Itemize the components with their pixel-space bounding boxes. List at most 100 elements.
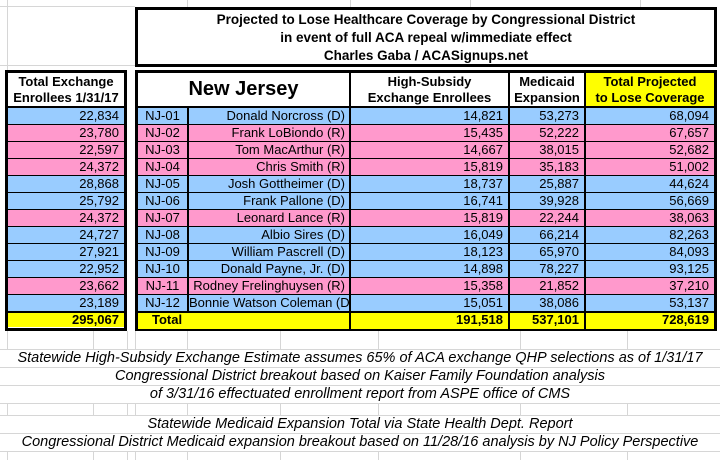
- district-cell[interactable]: NJ-09: [138, 244, 189, 261]
- high-subsidy-header-cell[interactable]: High-Subsidy Exchange Enrollees: [351, 73, 510, 108]
- exchange-enrollees-cell[interactable]: 23,189: [8, 295, 124, 312]
- high-subsidy-cell[interactable]: 14,821: [351, 108, 510, 125]
- medicaid-cell[interactable]: 35,183: [510, 159, 586, 176]
- representative-cell[interactable]: Donald Payne, Jr. (D): [189, 261, 351, 278]
- district-cell[interactable]: NJ-05: [138, 176, 189, 193]
- representative-cell[interactable]: Tom MacArthur (R): [189, 142, 351, 159]
- representative-cell[interactable]: Leonard Lance (R): [189, 210, 351, 227]
- total-coverage-cell[interactable]: 51,002: [586, 159, 714, 176]
- high-subsidy-cell[interactable]: 15,819: [351, 159, 510, 176]
- total-high-subsidy-cell[interactable]: 191,518: [351, 313, 510, 329]
- total-coverage-cell[interactable]: 84,093: [586, 244, 714, 261]
- total-medicaid-cell[interactable]: 537,101: [510, 313, 586, 329]
- representative-cell[interactable]: Donald Norcross (D): [189, 108, 351, 125]
- exchange-enrollees-cell[interactable]: 28,868: [8, 176, 124, 193]
- total-coverage-cell[interactable]: 38,063: [586, 210, 714, 227]
- total-coverage-cell[interactable]: 52,682: [586, 142, 714, 159]
- medicaid-cell[interactable]: 65,970: [510, 244, 586, 261]
- medicaid-header-cell[interactable]: Medicaid Expansion: [510, 73, 586, 108]
- state-header-cell[interactable]: New Jersey: [138, 73, 351, 108]
- district-cell[interactable]: NJ-07: [138, 210, 189, 227]
- district-cell[interactable]: NJ-01: [138, 108, 189, 125]
- district-cell[interactable]: NJ-02: [138, 125, 189, 142]
- exchange-enrollees-cell[interactable]: 22,834: [8, 108, 124, 125]
- representative-cell[interactable]: Josh Gottheimer (D): [189, 176, 351, 193]
- medicaid-cell[interactable]: 39,928: [510, 193, 586, 210]
- high-subsidy-cell[interactable]: 16,049: [351, 227, 510, 244]
- gridline: [0, 6, 135, 7]
- high-subsidy-cell[interactable]: 15,435: [351, 125, 510, 142]
- district-cell[interactable]: NJ-11: [138, 278, 189, 295]
- medicaid-cell[interactable]: 21,852: [510, 278, 586, 295]
- exchange-enrollees-cell[interactable]: 24,372: [8, 210, 124, 227]
- representative-cell[interactable]: Bonnie Watson Coleman (D): [189, 295, 351, 312]
- medicaid-cell[interactable]: 66,214: [510, 227, 586, 244]
- total-coverage-cell[interactable]: 68,094: [586, 108, 714, 125]
- exchange-enrollees-cell[interactable]: 24,372: [8, 159, 124, 176]
- exchange-enrollees-cell[interactable]: 25,792: [8, 193, 124, 210]
- gridline: [127, 451, 128, 460]
- district-cell[interactable]: NJ-03: [138, 142, 189, 159]
- gridline: [187, 451, 188, 460]
- table-row: NJ-10 Donald Payne, Jr. (D) 14,898 78,227 93…: [138, 261, 714, 278]
- medicaid-cell[interactable]: 78,227: [510, 261, 586, 278]
- gridline: [378, 331, 379, 349]
- district-cell[interactable]: NJ-06: [138, 193, 189, 210]
- high-subsidy-cell[interactable]: 16,741: [351, 193, 510, 210]
- gridline: [0, 65, 135, 66]
- high-subsidy-cell[interactable]: 14,667: [351, 142, 510, 159]
- gridline: [520, 451, 521, 460]
- left-table-header-cell[interactable]: Total Exchange Enrollees 1/31/17: [8, 73, 124, 108]
- representative-cell[interactable]: Chris Smith (R): [189, 159, 351, 176]
- medicaid-cell[interactable]: 38,015: [510, 142, 586, 159]
- exchange-enrollees-cell[interactable]: 23,662: [8, 278, 124, 295]
- representative-cell[interactable]: Frank Pallone (D): [189, 193, 351, 210]
- exchange-enrollees-cell[interactable]: 23,780: [8, 125, 124, 142]
- representative-cell[interactable]: Albio Sires (D): [189, 227, 351, 244]
- total-coverage-cell[interactable]: 53,137: [586, 295, 714, 312]
- high-subsidy-cell[interactable]: 15,819: [351, 210, 510, 227]
- district-cell[interactable]: NJ-12: [138, 295, 189, 312]
- high-subsidy-cell[interactable]: 14,898: [351, 261, 510, 278]
- exchange-enrollees-cell[interactable]: 22,597: [8, 142, 124, 159]
- high-subsidy-cell[interactable]: 15,051: [351, 295, 510, 312]
- total-coverage-cell[interactable]: 44,624: [586, 176, 714, 193]
- gridline: [7, 0, 8, 70]
- district-cell[interactable]: NJ-10: [138, 261, 189, 278]
- representative-cell[interactable]: William Pascrell (D): [189, 244, 351, 261]
- representative-cell[interactable]: Frank LoBiondo (R): [189, 125, 351, 142]
- exchange-enrollees-cell[interactable]: 24,727: [8, 227, 124, 244]
- table-row: NJ-07 Leonard Lance (R) 15,819 22,244 38,063: [138, 210, 714, 227]
- gridline: [0, 433, 720, 434]
- total-coverage-cell[interactable]: 728,619: [662, 312, 709, 327]
- total-coverage-cell[interactable]: 56,669: [586, 193, 714, 210]
- total-coverage-cell[interactable]: 93,125: [586, 261, 714, 278]
- medicaid-cell[interactable]: 38,086: [510, 295, 586, 312]
- title-line-2: in event of full ACA repeal w/immediate …: [280, 30, 572, 45]
- medicaid-cell[interactable]: 22,244: [510, 210, 586, 227]
- total-projected-header-cell[interactable]: Total Projected to Lose Coverage: [586, 73, 714, 108]
- high-subsidy-cell[interactable]: 18,123: [351, 244, 510, 261]
- table-row: NJ-04 Chris Smith (R) 15,819 35,183 51,002: [138, 159, 714, 176]
- medicaid-cell[interactable]: 53,273: [510, 108, 586, 125]
- district-cell[interactable]: NJ-04: [138, 159, 189, 176]
- gridline: [280, 403, 281, 415]
- total-label-cell[interactable]: Total: [138, 313, 351, 329]
- district-cell[interactable]: NJ-08: [138, 227, 189, 244]
- left-table-total-cell[interactable]: 295,067: [8, 311, 124, 327]
- high-subsidy-cell[interactable]: 15,358: [351, 278, 510, 295]
- table-row: NJ-03 Tom MacArthur (R) 14,667 38,015 52,682: [138, 142, 714, 159]
- representative-cell[interactable]: Rodney Frelinghuysen (R): [189, 278, 351, 295]
- total-coverage-cell[interactable]: 37,210: [586, 278, 714, 295]
- exchange-enrollees-cell[interactable]: 22,952: [8, 261, 124, 278]
- table-row: NJ-08 Albio Sires (D) 16,049 66,214 82,263: [138, 227, 714, 244]
- medicaid-cell[interactable]: 52,222: [510, 125, 586, 142]
- high-subsidy-cell[interactable]: 18,737: [351, 176, 510, 193]
- total-coverage-cell[interactable]: 82,263: [586, 227, 714, 244]
- gridline: [135, 451, 136, 460]
- header-line: to Lose Coverage: [595, 90, 705, 105]
- gridline: [640, 0, 641, 7]
- medicaid-cell[interactable]: 25,887: [510, 176, 586, 193]
- total-coverage-cell[interactable]: 67,657: [586, 125, 714, 142]
- exchange-enrollees-cell[interactable]: 27,921: [8, 244, 124, 261]
